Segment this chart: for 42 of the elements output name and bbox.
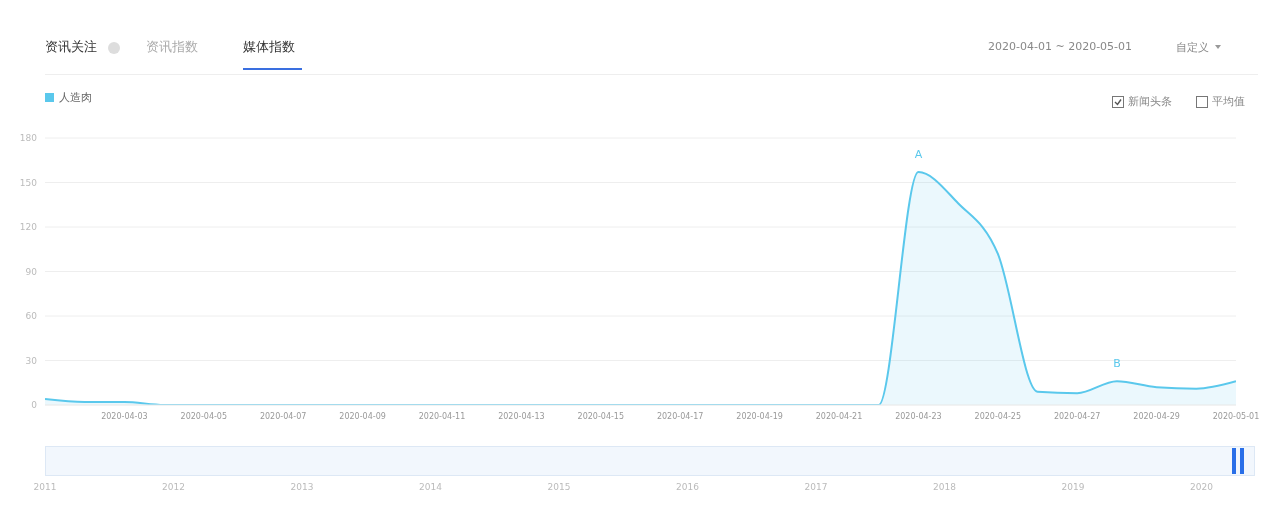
x-tick-label: 2020-04-11 — [418, 411, 466, 421]
text: 媒体指数 — [243, 38, 295, 56]
text: 2013 — [290, 482, 314, 492]
text: 自定义 — [1176, 40, 1209, 55]
chart-title: 资讯关注 — [45, 38, 97, 56]
text: 2017 — [804, 482, 828, 492]
x-tick-label: 2020-04-27 — [1053, 411, 1101, 421]
y-tick-label: 0 — [31, 400, 38, 411]
y-tick-label: 120 — [19, 222, 38, 233]
text: 资讯指数 — [146, 38, 198, 56]
text: 2018 — [932, 482, 957, 492]
annotation: A — [914, 148, 923, 162]
x-tick-label: 2020-04-19 — [736, 411, 783, 421]
text: 2014 — [418, 482, 443, 492]
legend-label: 人造肉 — [58, 90, 92, 105]
x-tick-label: 2020-04-03 — [101, 411, 148, 421]
y-tick-label: 30 — [25, 355, 38, 366]
y-tick-label: 180 — [19, 133, 38, 144]
text: 2011 — [33, 482, 57, 492]
text: 平均值 — [1212, 94, 1245, 109]
x-tick-label: 2020-04-07 — [259, 411, 307, 421]
x-tick-label: 2020-04-23 — [895, 411, 942, 421]
text: 2019 — [1061, 482, 1085, 492]
x-tick-label: 2020-04-25 — [974, 411, 1022, 421]
x-tick-label: 2020-04-21 — [815, 411, 863, 421]
annotation: B — [1113, 357, 1121, 371]
text: 2012 — [161, 482, 186, 492]
text: 新闻头条 — [1128, 94, 1172, 109]
y-tick-label: 90 — [25, 266, 38, 277]
x-tick-label: 2020-05-01 — [1212, 411, 1260, 421]
x-tick-label: 2020-04-17 — [656, 411, 704, 421]
y-tick-label: 150 — [19, 177, 38, 188]
x-tick-label: 2020-04-29 — [1133, 411, 1180, 421]
x-tick-label: 2020-04-13 — [498, 411, 545, 421]
chart-subtitle: 2020-04-01 ~ 2020-05-01 — [988, 40, 1133, 53]
x-tick-label: 2020-04-15 — [577, 411, 625, 421]
y-tick-label: 60 — [25, 311, 38, 322]
x-tick-label: 2020-04-09 — [339, 411, 386, 421]
text: 2016 — [675, 482, 700, 492]
x-tick-label: 2020-04-05 — [180, 411, 228, 421]
text: 2020 — [1189, 482, 1214, 492]
text: 2015 — [547, 482, 571, 492]
